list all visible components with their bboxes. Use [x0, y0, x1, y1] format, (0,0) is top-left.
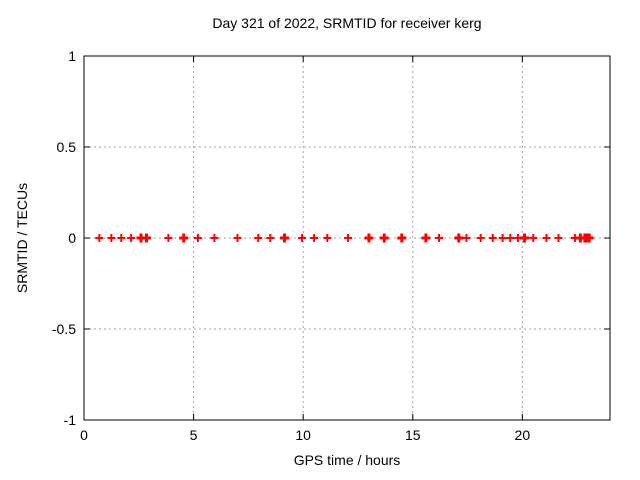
data-point-plus — [488, 234, 497, 242]
data-point-plus — [310, 234, 319, 242]
data-point-plus — [164, 234, 173, 242]
data-point-plus — [498, 234, 507, 242]
data-point-plus — [397, 233, 407, 243]
data-point-plus — [421, 233, 431, 243]
data-point-plus — [542, 234, 551, 242]
y-tick-label: 1 — [68, 48, 76, 64]
data-point-plus — [584, 233, 594, 243]
data-point-plus — [280, 233, 290, 243]
data-point-plus — [379, 233, 389, 243]
x-tick-label: 0 — [80, 427, 88, 443]
data-point-plus — [179, 233, 189, 243]
data-point-plus — [506, 234, 515, 242]
data-point-plus — [344, 234, 353, 242]
data-point-plus — [462, 234, 471, 242]
data-point-plus — [254, 234, 263, 242]
data-point-plus — [298, 234, 307, 242]
data-point-plus — [323, 234, 332, 242]
y-tick-label: 0 — [68, 230, 76, 246]
x-tick-label: 10 — [295, 427, 311, 443]
x-tick-label: 5 — [190, 427, 198, 443]
data-point-plus — [95, 234, 104, 242]
data-point-plus — [476, 234, 485, 242]
chart-title: Day 321 of 2022, SRMTID for receiver ker… — [212, 15, 482, 31]
y-tick-label: 0.5 — [57, 139, 77, 155]
data-point-plus — [520, 233, 530, 243]
data-point-plus — [107, 234, 116, 242]
data-point-plus — [529, 234, 538, 242]
data-point-plus — [141, 233, 151, 243]
x-tick-label: 20 — [515, 427, 531, 443]
data-point-plus — [454, 233, 464, 243]
y-tick-label: -0.5 — [52, 321, 76, 337]
x-tick-label: 15 — [405, 427, 421, 443]
data-point-plus — [364, 233, 374, 243]
data-point-plus — [554, 234, 563, 242]
data-point-plus — [210, 234, 219, 242]
data-point-plus — [193, 234, 202, 242]
data-point-plus — [266, 234, 275, 242]
y-tick-label: -1 — [64, 412, 77, 428]
data-point-plus — [233, 234, 242, 242]
data-point-plus — [127, 234, 136, 242]
data-point-plus — [117, 234, 126, 242]
data-point-plus — [435, 234, 444, 242]
x-axis-label: GPS time / hours — [293, 452, 401, 468]
